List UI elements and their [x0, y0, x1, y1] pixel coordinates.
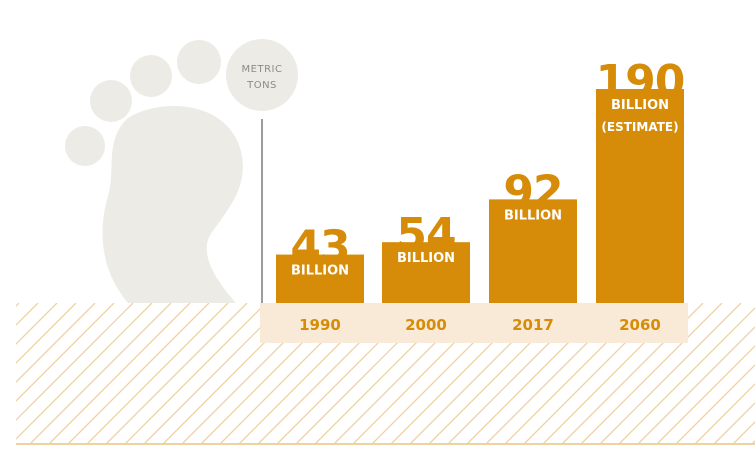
hatch-line — [67, 303, 210, 444]
hatch-line — [16, 303, 96, 383]
hatch-line — [732, 421, 755, 444]
value-label-2017: 92 — [503, 166, 562, 217]
hatch-line — [16, 303, 115, 402]
hatch-line — [713, 402, 755, 444]
hatch-line — [16, 303, 153, 440]
unit-badge — [226, 39, 298, 111]
x-axis-band — [260, 303, 688, 343]
bars-group — [276, 89, 684, 303]
hatch-line — [105, 303, 248, 444]
hatch-line — [694, 383, 755, 444]
bar-2060 — [596, 89, 684, 303]
bar-2000 — [382, 242, 470, 303]
hatch-line — [48, 303, 191, 444]
value-label-2000: 54 — [396, 209, 455, 260]
unit-label-2017: BILLION — [504, 208, 562, 223]
hatch-line — [656, 345, 755, 444]
hatch-line — [16, 303, 77, 364]
year-label-2000: 2000 — [405, 316, 447, 334]
hatch-line — [637, 326, 755, 444]
labels-group: 43BILLION199054BILLION200092BILLION20171… — [290, 56, 685, 334]
unit-label-2060: BILLION — [611, 98, 669, 113]
hatch-line — [124, 303, 267, 444]
unit-badge-line1: METRIC — [242, 64, 283, 75]
year-label-1990: 1990 — [299, 316, 341, 334]
hatch-line — [580, 303, 723, 444]
value-label-1990: 43 — [290, 222, 349, 273]
bar-2017 — [489, 199, 577, 303]
hatch-line — [16, 303, 58, 345]
value-label-2060: 190 — [596, 56, 685, 107]
hatch-line — [86, 303, 229, 444]
bar-1990 — [276, 254, 364, 303]
hatch-line — [29, 303, 172, 444]
hatch-line — [599, 303, 742, 444]
footprint-icon — [65, 40, 243, 303]
unit-label-1990: BILLION — [291, 264, 349, 279]
unit-label-2000: BILLION — [397, 251, 455, 266]
hatch-line — [16, 303, 134, 421]
year-label-2060: 2060 — [619, 316, 661, 334]
unit-badge-line2: TONS — [246, 80, 277, 91]
year-label-2017: 2017 — [512, 316, 554, 334]
hatch-line — [675, 364, 755, 444]
hatch-line — [618, 307, 755, 444]
annotation-label-2060: (ESTIMATE) — [601, 120, 678, 134]
